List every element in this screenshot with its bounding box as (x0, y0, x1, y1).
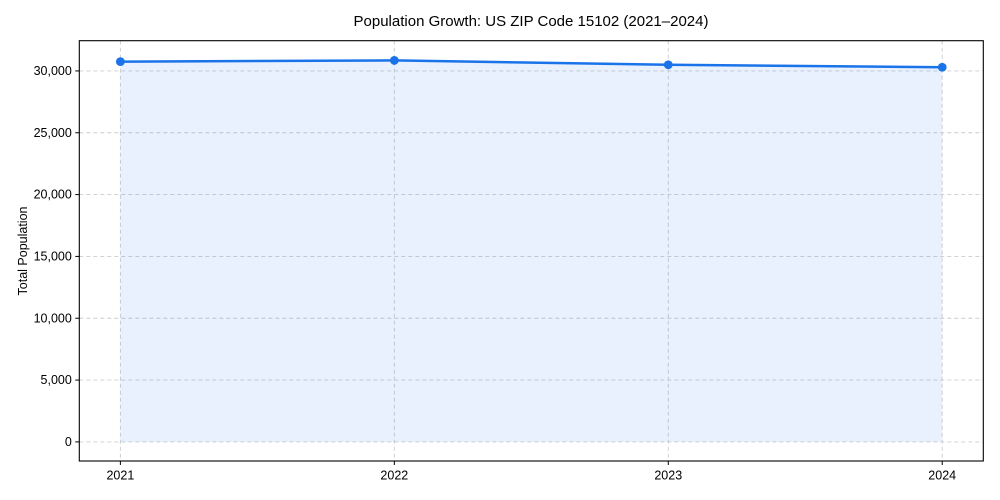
y-tick-label: 5,000 (41, 373, 72, 387)
y-axis-label: Total Population (16, 206, 30, 295)
y-tick-label: 25,000 (34, 126, 72, 140)
x-tick-label: 2024 (928, 469, 956, 483)
area-layer (120, 60, 943, 442)
plot-border (78, 40, 984, 462)
x-tick-label: 2023 (654, 469, 682, 483)
data-point-marker (389, 56, 399, 65)
axis-layer: 0 5,000 10,000 15,000 20,000 25,000 30,000 2021… (34, 40, 984, 483)
y-tick-label: 10,000 (34, 311, 72, 325)
y-tick-label: 15,000 (34, 250, 72, 264)
data-point-marker (663, 60, 673, 70)
y-tick-label: 0 (65, 435, 72, 449)
x-tick-label: 2021 (106, 469, 134, 483)
area-fill (120, 60, 943, 442)
series-layer (115, 56, 947, 72)
series-line (119, 59, 944, 69)
y-tick-label: 20,000 (34, 188, 72, 202)
chart-title: Population Growth: US ZIP Code 15102 (20… (354, 13, 709, 30)
data-point-marker (937, 62, 947, 72)
grid-layer (79, 40, 984, 461)
data-point-marker (115, 57, 125, 67)
x-tick-label: 2022 (380, 469, 408, 483)
y-tick-label: 30,000 (34, 64, 72, 78)
